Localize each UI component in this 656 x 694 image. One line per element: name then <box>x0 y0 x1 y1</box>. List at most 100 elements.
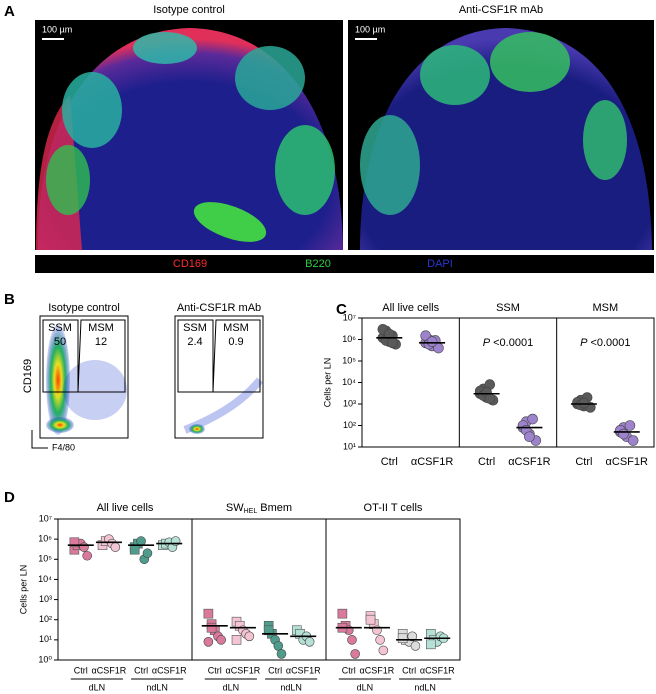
facet-title: SWHEL Bmem <box>226 502 292 515</box>
image-title: Anti-CSF1R mAb <box>459 4 543 16</box>
y-tick-label: 10³ <box>39 594 52 604</box>
data-point <box>276 649 287 659</box>
micrograph <box>348 20 654 250</box>
panel-letter: A <box>4 3 15 20</box>
data-point <box>524 431 535 443</box>
data-point <box>136 536 146 546</box>
data-point <box>231 635 242 645</box>
facet-title-text: OT-II T cells <box>364 502 423 514</box>
data-point <box>79 542 89 552</box>
panel-letter: B <box>4 291 15 308</box>
plot-frame <box>57 518 461 661</box>
data-point <box>110 542 121 552</box>
category-label: αCSF1R <box>606 456 648 468</box>
facet-title-suffix: Bmem <box>257 502 292 514</box>
y-tick-label: 10⁵ <box>38 554 52 564</box>
data-point <box>82 550 92 561</box>
data-point <box>618 428 629 440</box>
data-point <box>365 614 376 625</box>
data-point <box>206 622 217 633</box>
category-label: Ctrl <box>342 665 356 675</box>
category-label: αCSF1R <box>226 665 261 675</box>
channel-label: CD169 <box>173 258 207 270</box>
data-point <box>350 649 360 659</box>
block-label: ndLN <box>280 682 302 692</box>
block-label: ndLN <box>414 682 436 692</box>
data-point <box>129 544 140 555</box>
p-symbol: P <box>580 337 588 349</box>
data-point <box>244 631 255 642</box>
y-axis-label: Cells per LN <box>18 565 28 615</box>
data-point <box>375 635 385 645</box>
category-label: Ctrl <box>74 665 88 675</box>
y-tick-label: 10¹ <box>39 634 52 644</box>
data-point <box>407 631 418 642</box>
category-label: αCSF1R <box>420 665 455 675</box>
panel-letter: C <box>336 301 347 318</box>
block-label: dLN <box>223 682 240 692</box>
data-point <box>304 637 315 647</box>
y-tick-label: 10⁴ <box>342 377 356 387</box>
data-point <box>627 435 639 446</box>
y-axis-label: CD169 <box>22 359 34 393</box>
y-tick-label: 10⁶ <box>38 534 52 544</box>
facet-title: MSM <box>592 302 618 314</box>
facet-title-text: All live cells <box>97 502 154 514</box>
category-label: αCSF1R <box>411 456 453 468</box>
y-tick-label: 10⁰ <box>38 654 52 664</box>
flow-plot <box>39 315 129 439</box>
block-label: dLN <box>89 682 106 692</box>
flow-title: Isotype control <box>48 302 120 314</box>
data-point <box>410 641 421 651</box>
y-tick-label: 10² <box>343 420 356 430</box>
data-point <box>337 608 348 619</box>
y-tick-label: 10³ <box>343 398 356 408</box>
data-point <box>426 639 436 650</box>
category-label: αCSF1R <box>508 456 550 468</box>
p-value: P <0.0001 <box>580 337 630 349</box>
data-point <box>484 393 496 404</box>
block-label: ndLN <box>146 682 168 692</box>
facet-title: SSM <box>496 302 520 314</box>
p-text: <0.0001 <box>493 337 533 349</box>
gate-name: SSM <box>48 322 72 334</box>
category-label: Ctrl <box>268 665 282 675</box>
data-point <box>69 537 80 548</box>
category-label: Ctrl <box>478 456 495 468</box>
image-title: Isotype control <box>153 4 225 16</box>
scale-bar-label: 100 µm <box>355 24 385 34</box>
category-label: Ctrl <box>402 665 416 675</box>
gate-value: 2.4 <box>187 336 202 348</box>
y-tick-label: 10⁶ <box>342 334 356 344</box>
y-tick-label: 10¹ <box>343 441 356 451</box>
data-point <box>216 635 226 645</box>
y-tick-label: 10⁷ <box>39 513 52 523</box>
flow-title: Anti-CSF1R mAb <box>177 302 261 314</box>
facet-title: All live cells <box>97 502 154 514</box>
category-label: Ctrl <box>381 456 398 468</box>
micrograph <box>35 20 343 250</box>
p-symbol: P <box>483 337 491 349</box>
facet-title-text: All live cells <box>382 302 439 314</box>
gate-value: 12 <box>95 336 107 348</box>
facet-title: OT-II T cells <box>364 502 423 514</box>
gate-name: MSM <box>223 322 249 334</box>
data-point <box>426 336 438 347</box>
data-point <box>527 413 538 425</box>
category-label: Ctrl <box>134 665 148 675</box>
facet-title-text: SW <box>226 502 244 514</box>
channel-legend <box>35 255 654 273</box>
panel-letter: D <box>4 489 15 506</box>
facet-title-text: SSM <box>496 302 520 314</box>
data-point <box>273 641 284 651</box>
data-point <box>624 420 636 431</box>
data-point <box>578 397 590 409</box>
category-label: αCSF1R <box>360 665 395 675</box>
y-tick-label: 10⁴ <box>38 574 52 584</box>
facet-title-subscript: HEL <box>244 508 258 515</box>
data-point <box>347 635 357 645</box>
gate-name: SSM <box>183 322 207 334</box>
y-tick-label: 10⁷ <box>343 312 356 322</box>
facet-title: All live cells <box>382 302 439 314</box>
